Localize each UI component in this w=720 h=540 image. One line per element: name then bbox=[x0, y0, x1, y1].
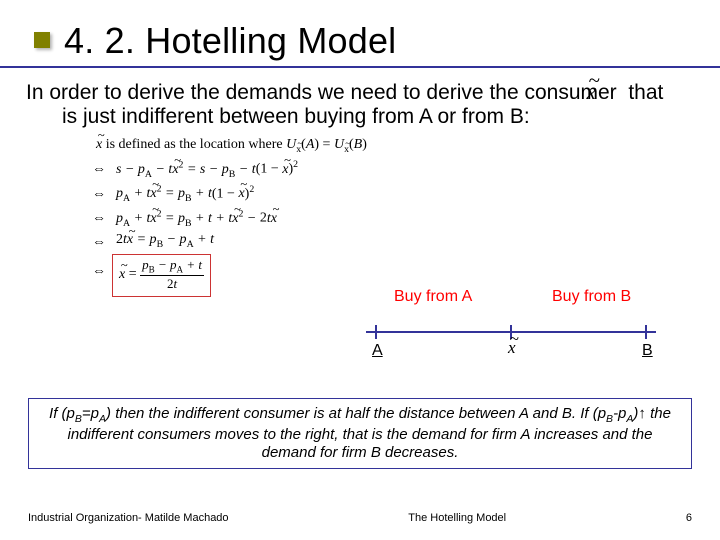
intro-part1: In order to derive the demands we need t… bbox=[26, 81, 623, 104]
boxed-result: x = pB − pA + t 2t bbox=[112, 254, 211, 297]
iff-icon: ⇔ bbox=[92, 209, 106, 225]
title-bullet-icon bbox=[34, 32, 50, 48]
title-underline bbox=[0, 66, 720, 68]
iff-icon: ⇔ bbox=[92, 160, 106, 176]
buy-from-b-label: Buy from B bbox=[552, 288, 631, 306]
number-line-diagram: Buy from A Buy from B A x B bbox=[356, 288, 666, 368]
equations-block: x is defined as the location where Ux(A)… bbox=[96, 137, 684, 297]
eq-step2: ⇔ pA + tx2 = pB + t(1 − x)2 bbox=[96, 184, 684, 204]
footer-center: The Hotelling Model bbox=[408, 512, 506, 524]
eq-step4: ⇔ 2tx = pB − pA + t bbox=[96, 232, 684, 250]
intro-text: In order to derive the demands we need t… bbox=[26, 80, 684, 129]
eq-step1: ⇔ s − pA − tx2 = s − pB − t(1 − x)2 bbox=[96, 159, 684, 179]
endpoint-a-label: A bbox=[372, 342, 383, 360]
iff-icon: ⇔ bbox=[92, 185, 106, 201]
footnote-box: If (pB=pA) then the indifferent consumer… bbox=[28, 398, 692, 469]
eq-definition: x is defined as the location where Ux(A)… bbox=[96, 137, 684, 155]
endpoint-b-label: B bbox=[642, 342, 653, 360]
title-region: 4. 2. Hotelling Model bbox=[36, 20, 684, 62]
iff-icon: ⇔ bbox=[92, 233, 106, 249]
slide-footer: Industrial Organization- Matilde Machado… bbox=[28, 512, 692, 524]
buy-from-a-label: Buy from A bbox=[394, 288, 472, 306]
eq-step3: ⇔ pA + tx2 = pB + t + tx2 − 2tx bbox=[96, 208, 684, 228]
x-tilde-center-label: x bbox=[508, 338, 516, 358]
footer-page-number: 6 bbox=[686, 512, 692, 524]
slide-title: 4. 2. Hotelling Model bbox=[36, 20, 684, 62]
iff-icon: ⇔ bbox=[92, 262, 106, 278]
footer-left: Industrial Organization- Matilde Machado bbox=[28, 512, 229, 524]
